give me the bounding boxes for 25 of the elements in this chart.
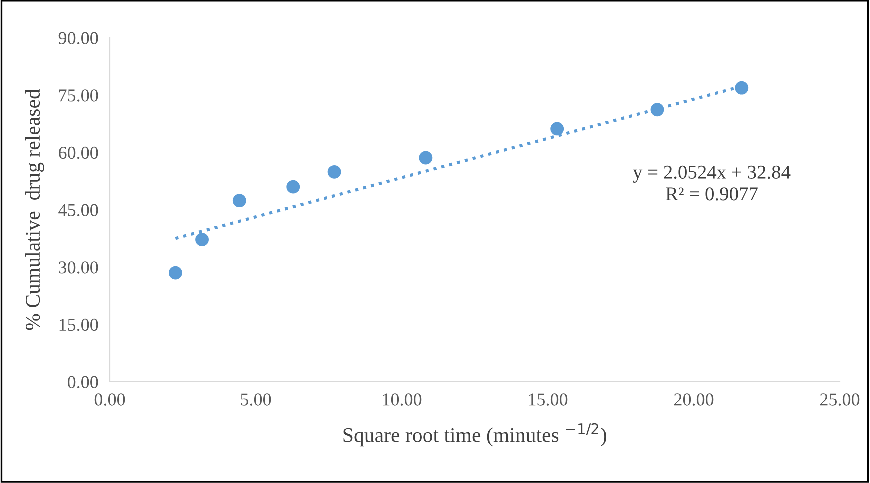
point — [735, 81, 749, 95]
point — [550, 122, 564, 136]
point — [419, 151, 433, 165]
annotation: y = 2.0524x + 32.84 R² = 0.9077 — [633, 166, 791, 201]
x-tick-label: 10.00 — [383, 394, 422, 406]
x-tick-label: 5.00 — [241, 394, 272, 406]
point — [196, 233, 209, 247]
y-tick-label: 30.00 — [59, 262, 98, 274]
y-tick-label: 15.00 — [60, 318, 98, 332]
point — [232, 194, 246, 208]
y-tick-label: 0.00 — [68, 376, 98, 389]
x-tick-label: 0.00 — [94, 394, 126, 406]
y-tick-label: 90.00 — [58, 32, 98, 45]
point — [650, 103, 664, 117]
point — [286, 180, 300, 194]
point — [168, 266, 182, 280]
x-tick-label: 25.00 — [820, 394, 860, 406]
x-axis-title: Square root time (minutes $^{−1/2}$) — [344, 423, 607, 447]
y-axis-title: % Cumulative drug released — [25, 89, 44, 330]
y-tick-label: 75.00 — [59, 90, 98, 102]
y-tick-label: 60.00 — [59, 146, 98, 160]
x-tick-label: 15.00 — [529, 394, 568, 406]
point — [328, 165, 342, 179]
y-tick-label: 45.00 — [58, 204, 98, 217]
x-tick-label: 20.00 — [674, 394, 714, 406]
